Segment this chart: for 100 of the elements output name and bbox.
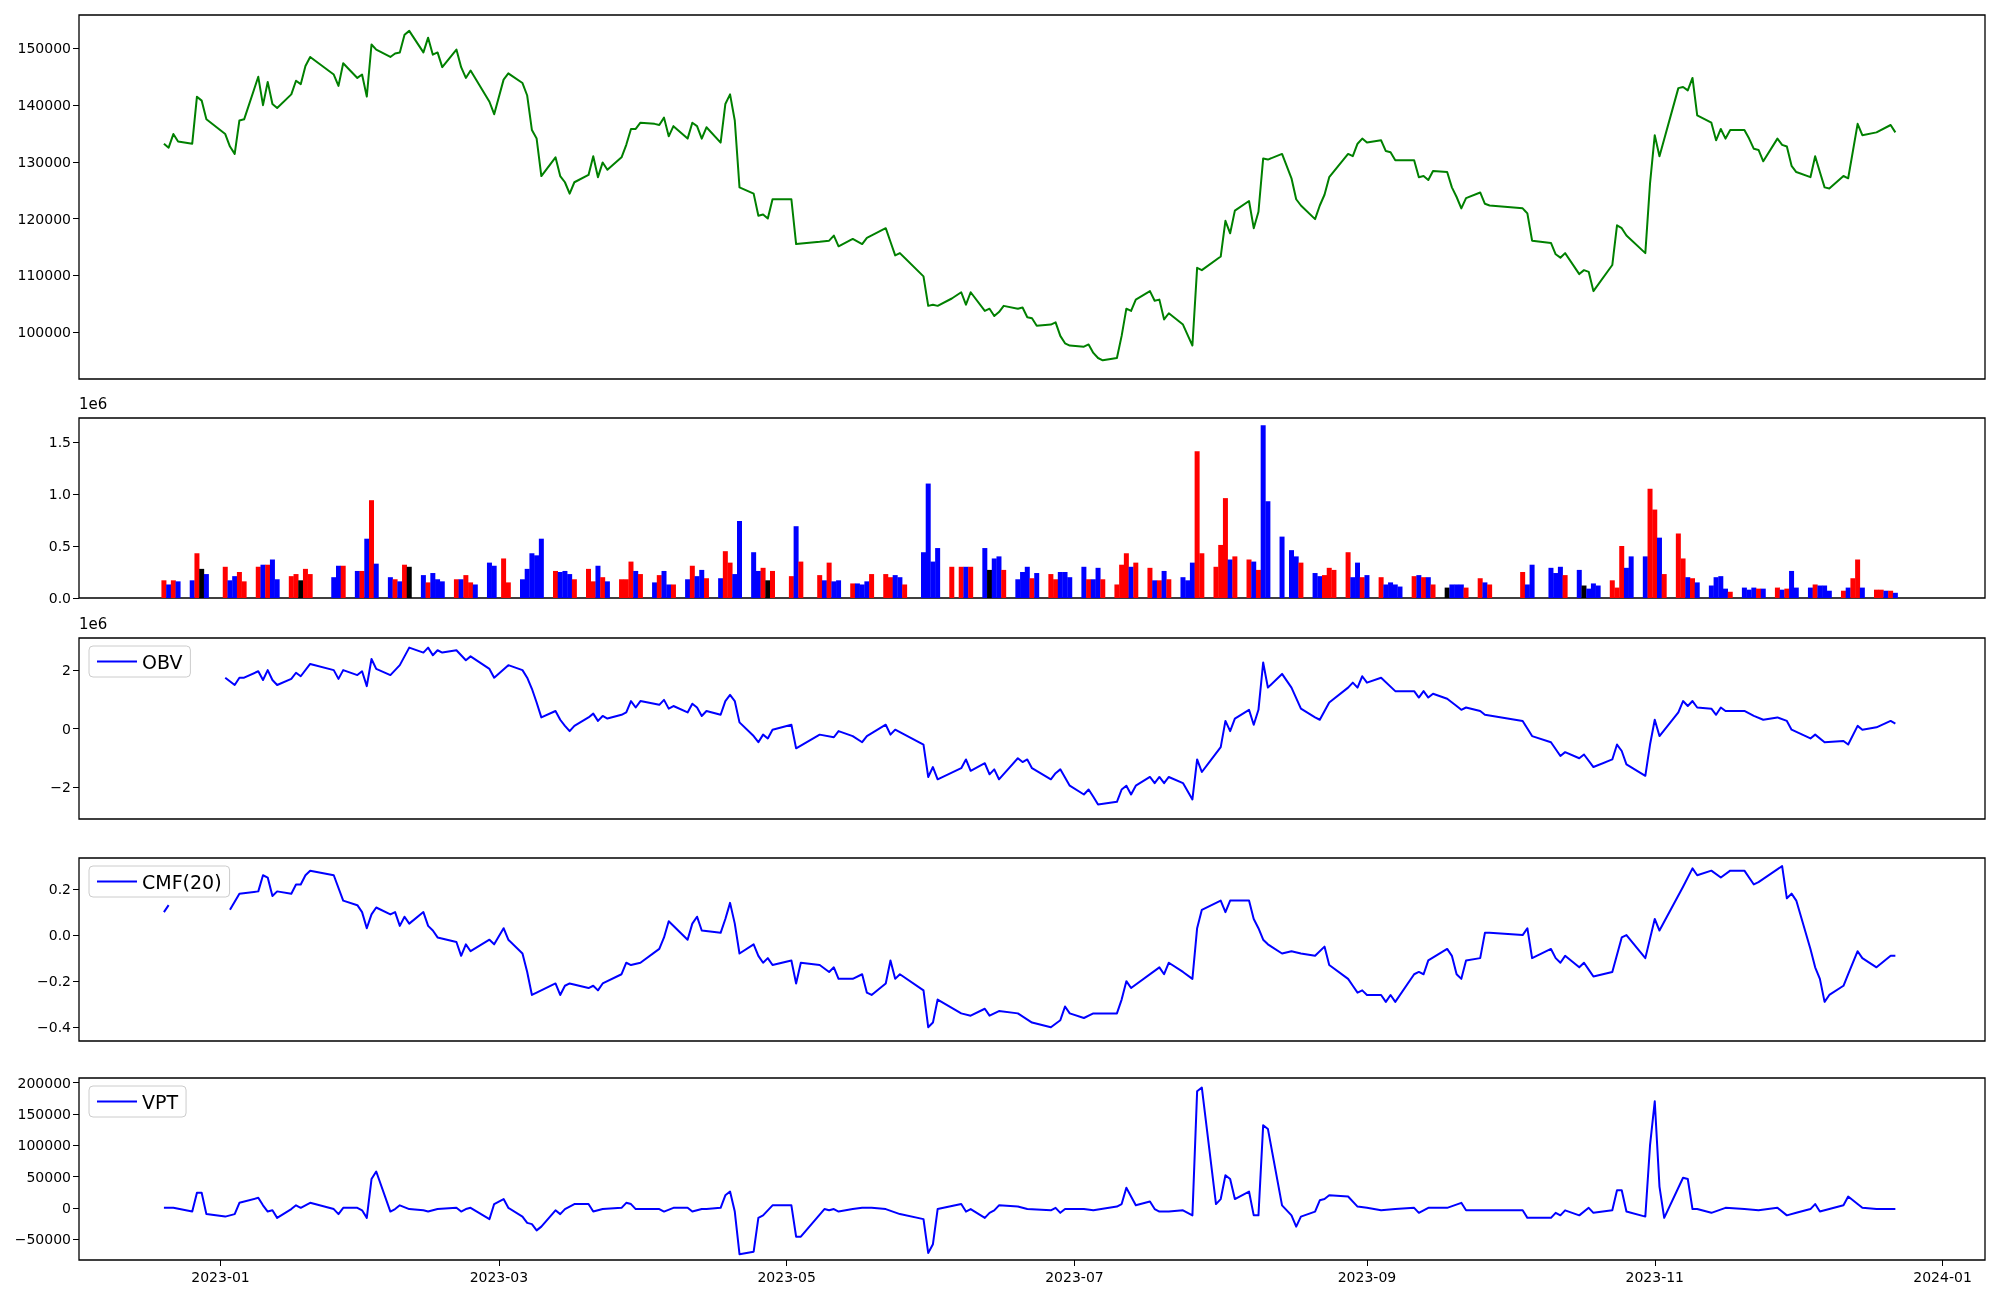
bar (203, 574, 209, 598)
bar (1562, 575, 1568, 598)
bar (1817, 585, 1823, 598)
bar (633, 570, 639, 598)
bar (1576, 569, 1582, 598)
bar (670, 584, 676, 598)
legend-label: VPT (142, 1090, 179, 1113)
bar (227, 580, 233, 598)
x-tick-label: 2023-07 (1045, 1269, 1104, 1285)
y-tick-label: 1.0 (48, 485, 71, 502)
bar (1194, 451, 1200, 598)
bar (1656, 537, 1662, 598)
bar (821, 580, 827, 598)
y-tick-label: 0.2 (48, 881, 71, 898)
bar (869, 574, 875, 598)
y-tick-label: 0 (62, 1199, 71, 1216)
bar (1222, 498, 1228, 598)
bar (1619, 545, 1625, 598)
bar (1661, 574, 1667, 598)
x-tick-label: 2023-09 (1337, 1269, 1397, 1285)
bar (1595, 585, 1601, 598)
bar (1463, 587, 1469, 598)
y-tick-label: 130000 (17, 153, 71, 170)
bar (1694, 582, 1700, 598)
bar (1123, 553, 1129, 598)
bar (1826, 590, 1832, 598)
bar (439, 581, 445, 598)
bar (1255, 569, 1261, 598)
y-tick-label: −2 (50, 778, 71, 795)
bar (699, 569, 705, 598)
bar (770, 570, 776, 598)
bar (265, 564, 271, 598)
bar (1548, 567, 1554, 598)
bar (949, 566, 955, 598)
y-tick-label: 120000 (17, 210, 71, 227)
text: 1e6 (79, 394, 108, 413)
bar (968, 566, 974, 598)
bar (175, 581, 181, 598)
bar (420, 575, 426, 598)
bar (1086, 579, 1092, 598)
bar (161, 580, 167, 598)
y-tick-label: 100000 (17, 1137, 71, 1154)
bar (364, 538, 370, 598)
text: 1e6 (79, 614, 108, 633)
y-tick-label: 100000 (17, 323, 71, 340)
bar (1024, 566, 1030, 598)
bar (1147, 567, 1153, 598)
bar (1756, 588, 1762, 598)
bar (1690, 578, 1695, 598)
bar (817, 575, 823, 598)
bar (1741, 587, 1747, 598)
bar (1317, 576, 1323, 598)
bar (373, 563, 379, 598)
bar (1859, 587, 1865, 598)
bar (1034, 573, 1040, 598)
bar (1784, 588, 1790, 598)
bar (854, 583, 860, 598)
bar (586, 568, 592, 598)
bar (397, 581, 403, 598)
bar (628, 561, 634, 598)
bar (1458, 584, 1464, 598)
bar (1232, 556, 1238, 598)
y-tick-label: 140000 (17, 97, 71, 114)
bar (1383, 584, 1389, 598)
bar (982, 548, 988, 598)
bar (369, 500, 375, 598)
bar (1789, 570, 1795, 598)
bar (529, 553, 535, 598)
bar (1840, 590, 1846, 598)
bar (1345, 552, 1351, 598)
bar (793, 526, 799, 598)
bar (600, 577, 606, 598)
bar (661, 570, 667, 598)
bar (604, 581, 610, 598)
y-tick-label: 0 (62, 720, 71, 737)
bar (1888, 590, 1894, 598)
bar (1416, 575, 1422, 598)
bar (902, 584, 908, 598)
line-series (162, 29, 1897, 362)
bar (1180, 577, 1186, 598)
bar (387, 577, 393, 598)
bar (718, 578, 724, 598)
bar (1718, 576, 1724, 598)
bar (798, 561, 804, 598)
bar (1001, 569, 1007, 598)
bar (1048, 574, 1054, 598)
y-tick-label: 0.0 (48, 927, 71, 944)
bar (472, 584, 478, 598)
x-tick-label: 2024-01 (1913, 1269, 1972, 1285)
bar (1883, 590, 1889, 598)
bar (897, 577, 903, 598)
bar (453, 579, 459, 598)
bar (788, 576, 794, 598)
bar (850, 583, 856, 598)
y-tick-label: −50000 (14, 1231, 71, 1248)
bar (1774, 587, 1780, 598)
line-series (224, 646, 1897, 806)
bar (689, 565, 695, 598)
x-tick-label: 2023-01 (191, 1269, 250, 1285)
bar (166, 584, 172, 598)
